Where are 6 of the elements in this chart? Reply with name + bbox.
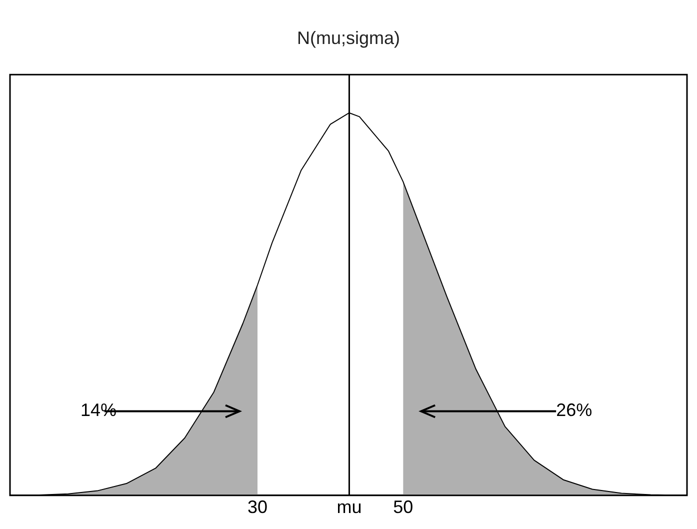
annotation: 14%: [80, 400, 117, 420]
x-tick-label: mu: [336, 497, 362, 518]
x-tick-label: 30: [247, 497, 268, 518]
x-tick-label: 50: [393, 497, 414, 518]
chart-title: N(mu;sigma): [296, 28, 400, 48]
annotation: 26%: [556, 400, 592, 420]
